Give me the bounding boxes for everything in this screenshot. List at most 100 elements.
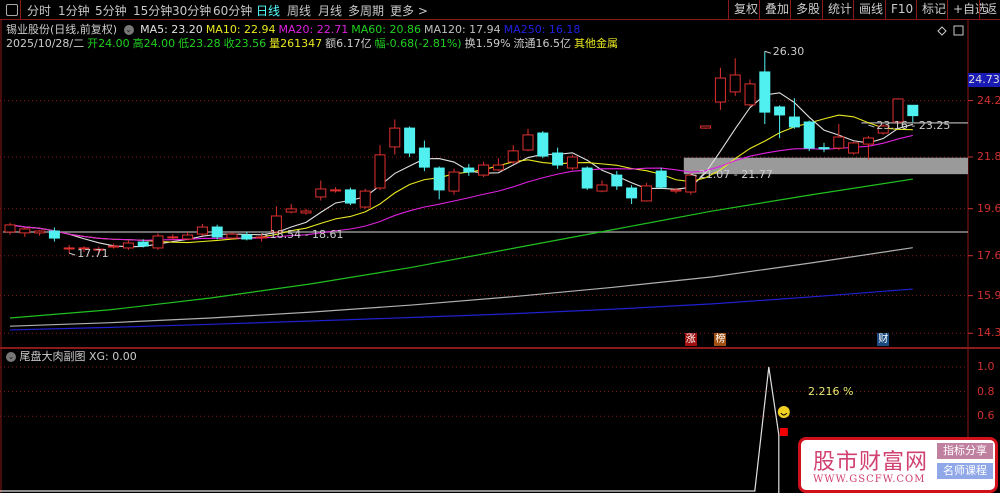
tab-period[interactable]: 30分钟 (172, 4, 212, 18)
chevron-down-icon[interactable]: ⌄ (123, 25, 134, 35)
candle[interactable] (714, 67, 726, 110)
tab-period[interactable]: 分时 (27, 4, 52, 18)
tab-period[interactable]: 周线 (287, 4, 312, 18)
candle-body (63, 247, 75, 250)
candle[interactable] (48, 227, 60, 242)
candle[interactable] (374, 145, 386, 190)
candle[interactable] (596, 180, 608, 193)
candle[interactable] (63, 245, 75, 254)
candle[interactable] (877, 124, 889, 135)
candle[interactable] (492, 158, 504, 172)
tab-period[interactable]: 60分钟 (213, 4, 253, 18)
toolbar-button[interactable]: 标记 (916, 0, 951, 19)
candle[interactable] (611, 171, 623, 190)
candle[interactable] (581, 166, 593, 190)
panel-icon[interactable] (953, 25, 964, 36)
candle[interactable] (241, 231, 253, 241)
candle[interactable] (315, 180, 327, 201)
candle[interactable] (196, 223, 208, 236)
candle-body (877, 125, 889, 134)
candle[interactable] (729, 58, 741, 96)
candle[interactable] (566, 154, 578, 170)
candle[interactable] (759, 51, 771, 125)
price-annotation: 17.71 (77, 247, 109, 261)
tab-period[interactable]: 5分钟 (95, 4, 127, 18)
teacher-course-button[interactable]: 名师课程 (937, 463, 993, 479)
event-marker[interactable]: 财 (877, 333, 890, 346)
candle[interactable] (226, 232, 238, 240)
candle[interactable] (744, 79, 756, 107)
candle[interactable] (93, 246, 105, 254)
candle[interactable] (211, 224, 223, 240)
candle[interactable] (626, 185, 638, 204)
candle[interactable] (359, 188, 371, 209)
candle[interactable] (418, 140, 430, 172)
event-marker[interactable]: 涨 (684, 333, 697, 346)
candle[interactable] (137, 239, 149, 248)
candle[interactable] (300, 208, 312, 215)
candle[interactable] (270, 206, 282, 234)
tab-period[interactable]: 1分钟 (58, 4, 90, 18)
candle[interactable] (818, 142, 830, 153)
tab-period[interactable]: 日线 (256, 4, 281, 18)
tab-period[interactable]: 更多 > (390, 4, 428, 18)
candle[interactable] (108, 243, 120, 249)
candle[interactable] (907, 104, 919, 123)
indicator-share-button[interactable]: 指标分享 (937, 443, 993, 459)
toolbar-button[interactable]: 复权 (728, 0, 763, 19)
signal-square (779, 428, 788, 436)
candle[interactable] (389, 119, 401, 155)
toolbar-button[interactable]: 叠加 (759, 0, 794, 19)
candle[interactable] (78, 246, 90, 253)
candle[interactable] (4, 222, 16, 235)
candle[interactable] (892, 98, 904, 125)
candle[interactable] (330, 187, 342, 193)
candle[interactable] (862, 135, 874, 160)
candle[interactable] (122, 240, 134, 250)
candle[interactable] (285, 204, 297, 214)
event-marker[interactable]: 榜 (714, 333, 727, 346)
toolbar-button[interactable]: 返 (979, 0, 1000, 19)
toolbar-button[interactable]: F10 (885, 0, 918, 19)
tab-period[interactable]: 15分钟 (133, 4, 173, 18)
candle[interactable] (685, 173, 697, 195)
diamond-icon[interactable] (937, 26, 947, 36)
candle[interactable] (788, 98, 800, 129)
candle[interactable] (433, 166, 445, 200)
candle[interactable] (655, 167, 667, 189)
candle[interactable] (34, 229, 46, 236)
smiley-icon (777, 406, 790, 418)
ma250-line (9, 288, 913, 331)
candle[interactable] (448, 168, 460, 195)
candle[interactable] (774, 105, 786, 139)
candle[interactable] (478, 161, 490, 177)
candle[interactable] (670, 188, 682, 194)
candle[interactable] (700, 125, 712, 129)
candle[interactable] (537, 131, 549, 159)
sub-y-tick-label: 1.0 (977, 360, 995, 373)
candle[interactable] (552, 147, 564, 169)
candle[interactable] (344, 187, 356, 206)
candle[interactable] (152, 233, 164, 250)
toolbar-button[interactable]: 画线 (853, 0, 888, 19)
candle[interactable] (404, 126, 416, 157)
candle[interactable] (522, 128, 534, 152)
toolbar-button[interactable]: +自选 (947, 0, 992, 19)
candle[interactable] (640, 182, 652, 202)
candle[interactable] (256, 234, 268, 242)
candle[interactable] (182, 232, 194, 241)
candle[interactable] (803, 120, 815, 152)
tab-period[interactable]: 多周期 (348, 4, 385, 18)
toolbar-button[interactable]: 多股 (790, 0, 825, 19)
candle[interactable] (167, 234, 179, 240)
candle[interactable] (833, 124, 845, 150)
candle[interactable] (463, 164, 475, 176)
candle[interactable] (19, 227, 31, 237)
candle[interactable] (848, 141, 860, 155)
toolbar-button[interactable]: 统计 (822, 0, 857, 19)
sidebar-toggle-icon[interactable] (6, 4, 18, 16)
tab-period[interactable]: 月线 (318, 4, 343, 18)
candle[interactable] (507, 145, 519, 165)
chevron-down-icon[interactable]: ⌄ (6, 352, 16, 362)
